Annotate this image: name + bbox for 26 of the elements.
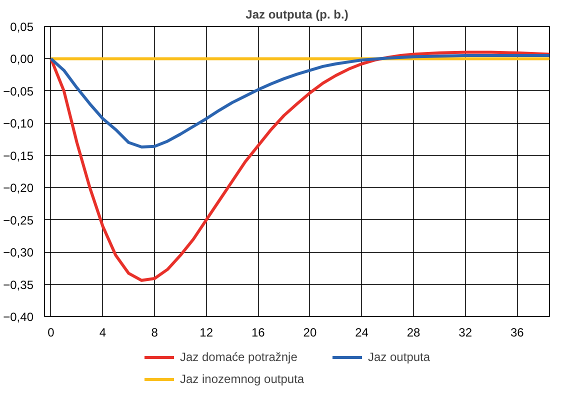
x-tick-label: 32	[458, 326, 472, 340]
x-tick-label: 8	[151, 326, 158, 340]
x-tick-label: 12	[200, 326, 214, 340]
x-tick-label: 28	[406, 326, 421, 340]
x-tick-label: 0	[48, 326, 55, 340]
y-tick-label: 0,05	[10, 20, 34, 34]
y-tick-label: −0,20	[3, 181, 34, 196]
chart-title: Jaz outputa (p. b.)	[246, 8, 348, 22]
y-tick-label: −0,35	[3, 278, 34, 292]
y-tick-label: −0,30	[3, 246, 34, 260]
y-tick-label: −0,10	[3, 116, 34, 131]
x-tick-label: 24	[355, 326, 369, 340]
x-tick-label: 4	[99, 326, 106, 340]
y-tick-label: −0,15	[3, 148, 34, 163]
y-tick-label: −0,05	[3, 84, 34, 98]
x-tick-label: 20	[303, 326, 317, 340]
line-series	[49, 54, 550, 149]
legend-label: Jaz outputa	[368, 350, 432, 364]
y-tick-label: 0,00	[10, 52, 34, 66]
line-series	[49, 50, 550, 282]
y-tick-label: −0,25	[3, 213, 34, 228]
legend-label: Jaz domaće potražnje	[180, 350, 298, 364]
legend-label: Jaz inozemnog outputa	[180, 372, 306, 386]
x-tick-label: 16	[251, 326, 266, 340]
x-tick-label: 36	[510, 326, 524, 340]
y-tick-label: −0,40	[3, 310, 34, 324]
